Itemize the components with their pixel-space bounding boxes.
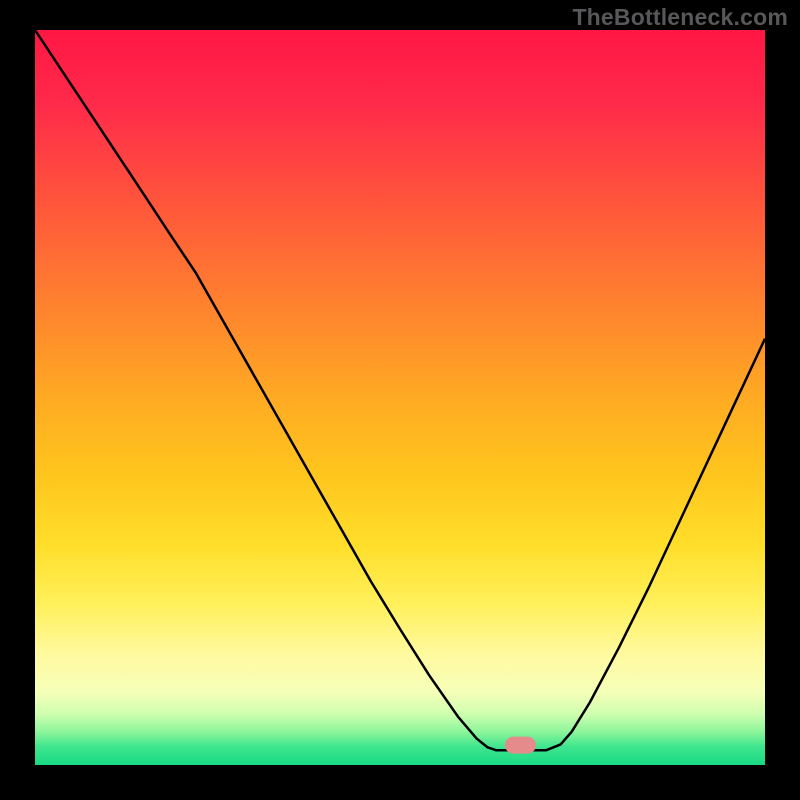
minimum-marker	[505, 737, 535, 753]
plot-area	[35, 30, 765, 765]
chart-frame: TheBottleneck.com	[0, 0, 800, 800]
chart-svg	[35, 30, 765, 765]
watermark-text: TheBottleneck.com	[572, 4, 788, 31]
gradient-background	[35, 30, 765, 765]
